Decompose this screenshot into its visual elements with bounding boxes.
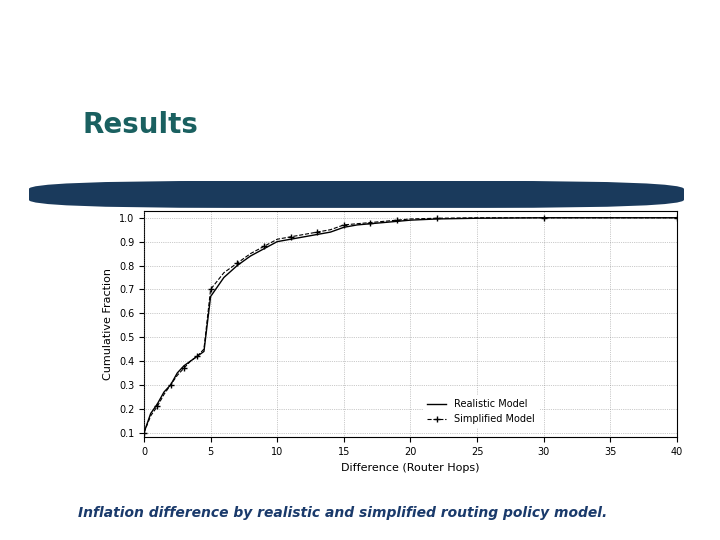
FancyBboxPatch shape — [29, 181, 684, 208]
Text: Results: Results — [83, 111, 199, 139]
Text: Inflation difference by realistic and simplified routing policy model.: Inflation difference by realistic and si… — [78, 506, 608, 520]
Legend: Realistic Model, Simplified Model: Realistic Model, Simplified Model — [423, 395, 539, 428]
X-axis label: Difference (Router Hops): Difference (Router Hops) — [341, 463, 480, 472]
FancyBboxPatch shape — [50, 0, 720, 167]
Text: 14: 14 — [17, 503, 44, 523]
Y-axis label: Cumulative Fraction: Cumulative Fraction — [104, 268, 113, 380]
